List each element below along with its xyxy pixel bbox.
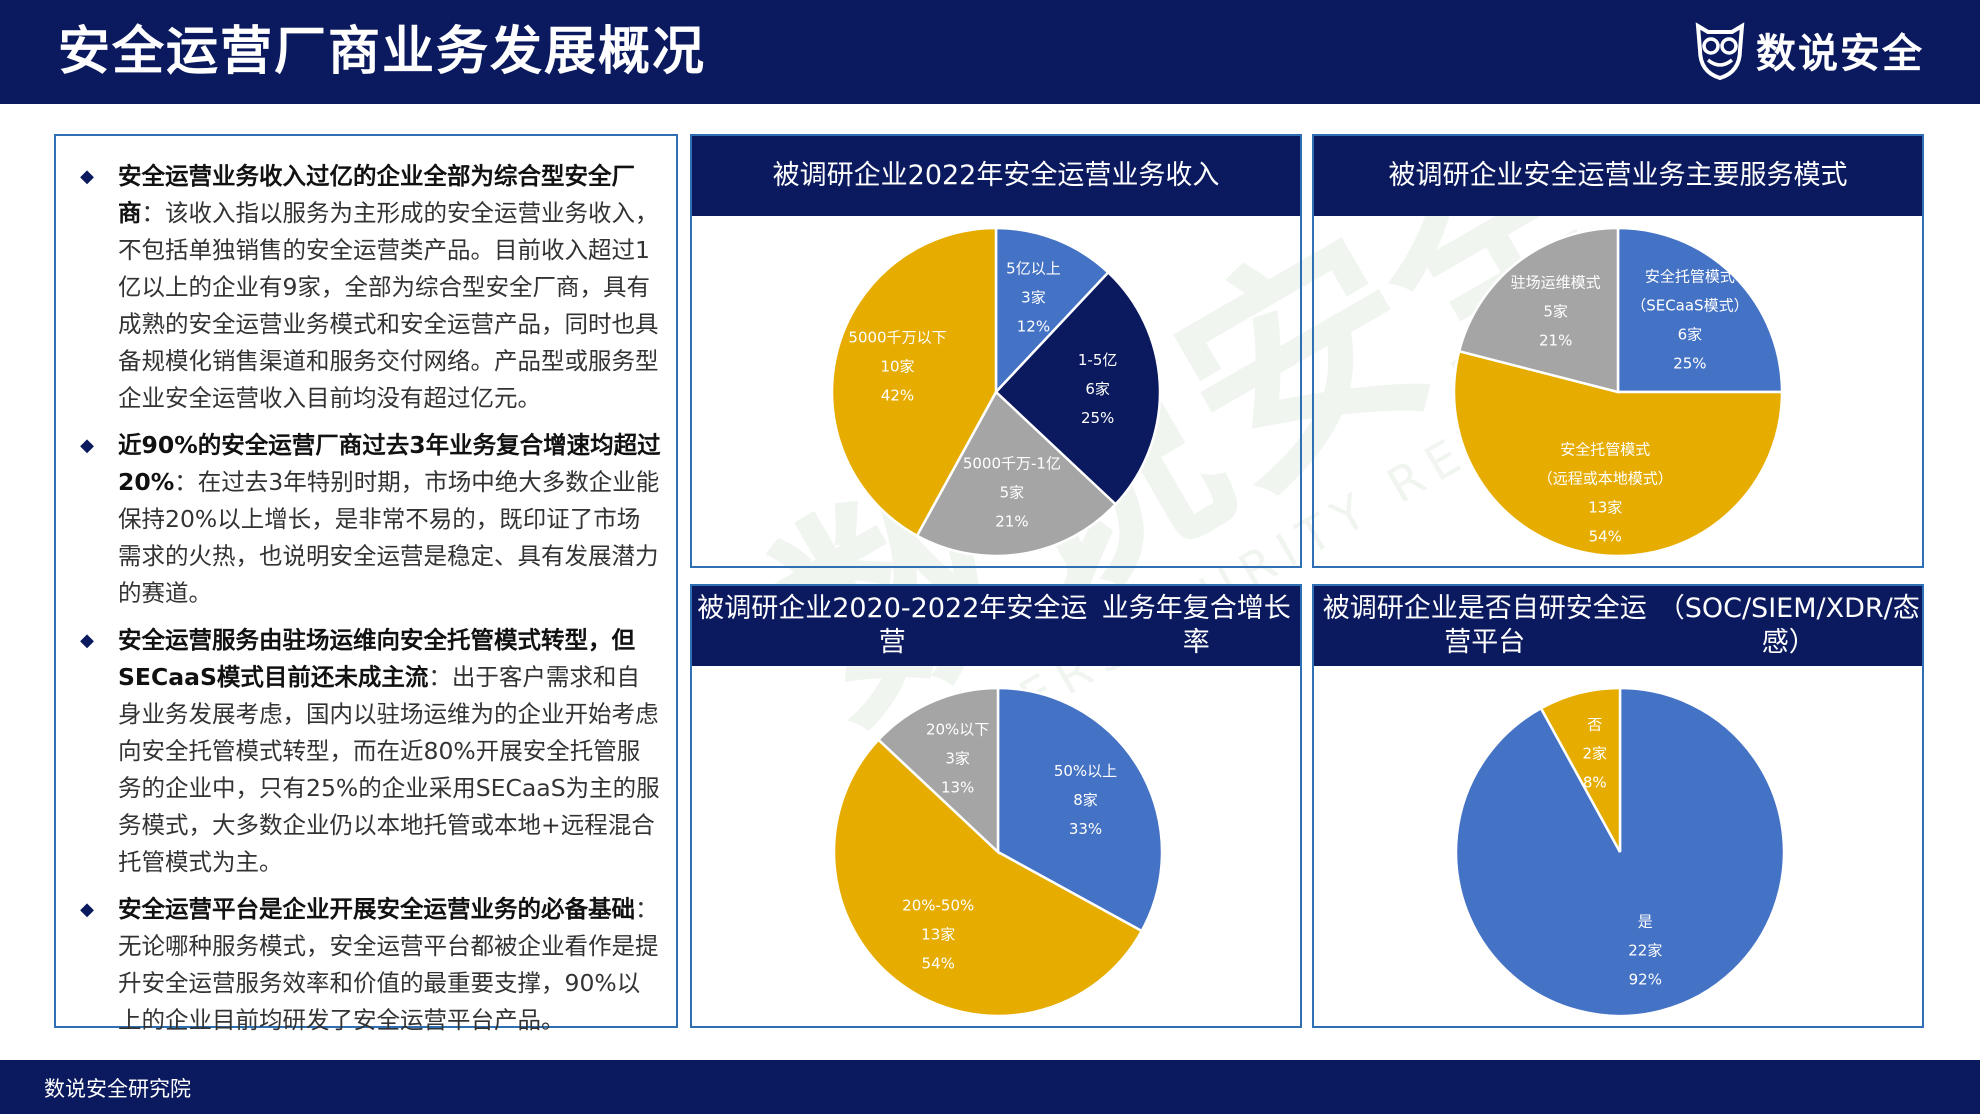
slice-label: 22家 <box>1628 941 1662 959</box>
slice-label: 21% <box>1539 332 1572 350</box>
slice-label: 2家 <box>1582 745 1607 763</box>
slice-label: 20%-50% <box>902 896 974 914</box>
slice-label: （SECaaS模式） <box>1631 297 1748 315</box>
slice-label: 42% <box>881 387 914 405</box>
slice-label: 92% <box>1629 970 1662 988</box>
footer-text: 数说安全研究院 <box>44 1077 191 1101</box>
logo-text: 数说安全 <box>1756 31 1924 77</box>
pie-chart: 是 22家 92% 否 2家 8% <box>1454 686 1786 1018</box>
slice-label: 3家 <box>1021 288 1046 306</box>
diamond-bullet-icon: ◆ <box>80 899 94 920</box>
pie-slice <box>1539 686 1622 853</box>
slice-label: 25% <box>1081 409 1114 427</box>
platform-chart-panel: 被调研企业是否自研安全运营平台 （SOC/SIEM/XDR/态感） 是 22家 92%… <box>1312 584 1924 1028</box>
slice-label: 1-5亿 <box>1078 351 1118 369</box>
owl-logo-icon <box>1695 22 1745 80</box>
slice-label: 8% <box>1583 774 1607 792</box>
pie-slice <box>1452 349 1784 558</box>
slice-label: 5亿以上 <box>1006 259 1061 277</box>
bullet-text: ：无论哪种服务模式，安全运营平台都被企业看作是提升安全运营服务效率和价值的最重要… <box>118 895 659 1034</box>
slice-label: 54% <box>1589 527 1622 545</box>
slice-label: （远程或本地模式） <box>1538 469 1673 487</box>
bullet-text: ：出于客户需求和自身业务发展考虑，国内以驻场运维为的企业开始考虑向安全托管模式转… <box>118 663 660 876</box>
pie-slice <box>915 389 1118 558</box>
chart-title: 被调研企业2022年安全运营业务收入 <box>692 136 1300 216</box>
slice-label: 5家 <box>1543 303 1568 321</box>
slice-label: 13家 <box>921 925 955 943</box>
pie-slice <box>996 686 1164 933</box>
bullet-list: ◆ 安全运营业务收入过亿的企业全部为综合型安全厂商：该收入指以服务为主形成的安全… <box>56 136 676 1039</box>
bullet-text: ：在过去3年特别时期，市场中绝大多数企业能保持20%以上增长，是非常不易的，既印… <box>118 468 660 607</box>
pie-chart: 5亿以上 3家 12% 1-5亿 6家 25% 5000千万-1亿 5家 21% 5000千万以下… <box>830 226 1162 558</box>
bullet-heading: 近90%的安全运营厂商过去3年业务复合增速均超过20% <box>118 431 661 496</box>
bullet-text: ：该收入指以服务为主形成的安全运营业务收入，不包括单独销售的安全运营类产品。目前… <box>118 199 659 412</box>
diamond-bullet-icon: ◆ <box>80 166 94 187</box>
service-mode-chart-panel: 被调研企业安全运营业务主要服务模式 安全托管模式 （SECaaS模式） 6家 25% 安… <box>1312 134 1924 568</box>
slice-label: 12% <box>1017 317 1050 335</box>
footer-bar: 数说安全研究院 <box>0 1060 1980 1114</box>
pie-slice <box>832 737 1144 1018</box>
pie-chart: 50%以上 8家 33% 20%-50% 13家 54% 20%以下 3家 13% <box>832 686 1164 1018</box>
chart-title: 被调研企业安全运营业务主要服务模式 <box>1314 136 1922 216</box>
header-bar: 安全运营厂商业务发展概况 数说安全 <box>0 0 1980 104</box>
slice-label: 3家 <box>945 750 970 768</box>
bullet-heading: 安全运营服务由驻场运维向安全托管模式转型，但SECaaS模式目前还未成主流 <box>118 626 635 691</box>
bullet-item: ◆ 近90%的安全运营厂商过去3年业务复合增速均超过20%：在过去3年特别时期，… <box>56 427 662 612</box>
pie-slice <box>1616 226 1784 394</box>
slice-label: 否 <box>1587 716 1602 734</box>
bullet-item: ◆ 安全运营服务由驻场运维向安全托管模式转型，但SECaaS模式目前还未成主流：… <box>56 622 662 881</box>
slice-label: 33% <box>1069 820 1102 838</box>
slice-label: 13% <box>941 779 974 797</box>
diamond-bullet-icon: ◆ <box>80 630 94 651</box>
slice-label: 驻场运维模式 <box>1511 274 1601 292</box>
slice-label: 25% <box>1673 355 1706 373</box>
pie-slice <box>1457 226 1620 394</box>
slice-label: 54% <box>922 954 955 972</box>
summary-box: ◆ 安全运营业务收入过亿的企业全部为综合型安全厂商：该收入指以服务为主形成的安全… <box>54 134 678 1034</box>
pie-slice <box>876 686 1000 855</box>
brand-logo: 数说安全 <box>1694 18 1924 82</box>
slice-label: 是 <box>1638 912 1653 930</box>
slice-label: 5000千万以下 <box>848 329 946 347</box>
slice-label: 5家 <box>1000 483 1025 501</box>
bullet-heading: 安全运营平台是企业开展安全运营业务的必备基础 <box>118 895 635 923</box>
pie-slice <box>994 226 1111 396</box>
chart-title: 被调研企业是否自研安全运营平台 （SOC/SIEM/XDR/态感） <box>1314 586 1922 666</box>
bullet-item: ◆ 安全运营业务收入过亿的企业全部为综合型安全厂商：该收入指以服务为主形成的安全… <box>56 158 662 417</box>
slice-label: 6家 <box>1678 326 1703 344</box>
bullet-heading: 安全运营业务收入过亿的企业全部为综合型安全厂商 <box>118 162 635 227</box>
pie-slice <box>830 226 998 538</box>
revenue-chart-panel: 被调研企业2022年安全运营业务收入 5亿以上 3家 12% 1-5亿 6家 25% 500… <box>690 134 1302 568</box>
slice-label: 21% <box>995 512 1028 530</box>
slice-label: 10家 <box>880 358 914 376</box>
growth-rate-chart-panel: 被调研企业2020-2022年安全运营 业务年复合增长率 50%以上 8家 33% 20… <box>690 584 1302 1028</box>
page-title: 安全运营厂商业务发展概况 <box>58 22 707 82</box>
slice-label: 13家 <box>1588 498 1622 516</box>
slice-label: 5000千万-1亿 <box>963 454 1061 472</box>
slice-label: 安全托管模式 <box>1645 268 1735 286</box>
chart-title: 被调研企业2020-2022年安全运营 业务年复合增长率 <box>692 586 1300 666</box>
bullet-item: ◆ 安全运营平台是企业开展安全运营业务的必备基础：无论哪种服务模式，安全运营平台… <box>56 891 662 1039</box>
slice-label: 50%以上 <box>1054 762 1117 780</box>
slice-label: 安全托管模式 <box>1560 440 1650 458</box>
slice-label: 8家 <box>1073 791 1098 809</box>
slice-label: 6家 <box>1085 380 1110 398</box>
pie-chart: 安全托管模式 （SECaaS模式） 6家 25% 安全托管模式 （远程或本地模式） 13家 5… <box>1452 226 1784 558</box>
pie-slice <box>994 270 1162 507</box>
slice-label: 20%以下 <box>926 721 989 739</box>
diamond-bullet-icon: ◆ <box>80 435 94 456</box>
